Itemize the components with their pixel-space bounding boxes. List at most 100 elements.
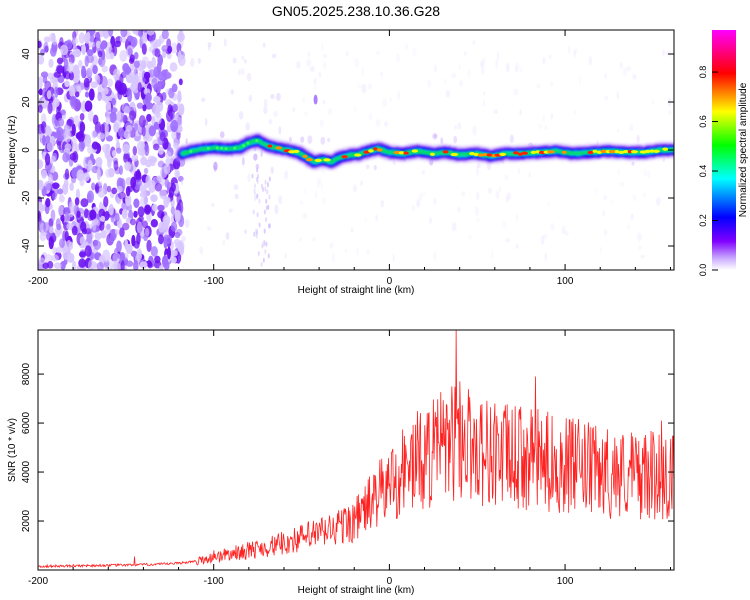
noise-blob [540, 234, 545, 245]
noise-blob [113, 160, 119, 171]
noise-blob [100, 123, 106, 135]
noise-blob [136, 168, 141, 181]
noise-blob [38, 159, 44, 170]
noise-blob [472, 125, 477, 136]
snr-y-label: SNR (10 * v/v) [7, 418, 18, 482]
noise-blob [137, 147, 146, 156]
noise-blob [322, 197, 326, 204]
noise-blob [87, 259, 95, 270]
noise-blob [161, 255, 169, 268]
ridge-hotspot [275, 146, 283, 150]
noise-blob [302, 212, 307, 220]
noise-blob [629, 123, 634, 132]
noise-blob [263, 228, 266, 234]
noise-blob [95, 74, 101, 86]
noise-blob [45, 128, 53, 136]
noise-blob [273, 110, 278, 118]
noise-blob [151, 104, 160, 116]
noise-blob [631, 161, 635, 166]
noise-blob [48, 173, 53, 184]
noise-blob [498, 186, 501, 193]
noise-blob [55, 246, 63, 254]
noise-blob [616, 90, 619, 100]
noise-blob [481, 57, 486, 66]
noise-blob [421, 191, 426, 197]
noise-blob [254, 183, 257, 189]
noise-blob [327, 108, 333, 115]
noise-blob [375, 214, 378, 222]
noise-blob [57, 118, 65, 127]
noise-blob [159, 131, 166, 142]
snr-plot-area [38, 330, 674, 569]
noise-blob [265, 241, 268, 247]
noise-blob [267, 204, 270, 210]
noise-blob [323, 53, 327, 59]
ridge-hotspot [373, 147, 378, 151]
noise-blob [81, 65, 87, 79]
noise-blob [228, 208, 233, 213]
noise-blob [123, 105, 130, 115]
noise-blob [361, 66, 365, 76]
noise-blob [345, 50, 349, 57]
noise-blob [284, 252, 287, 259]
noise-blob [56, 126, 64, 136]
noise-blob [375, 118, 381, 127]
noise-blob [588, 56, 593, 66]
noise-blob [91, 182, 96, 191]
noise-blob [47, 101, 53, 115]
noise-blob [82, 172, 90, 182]
noise-blob [595, 187, 598, 195]
noise-blob [457, 122, 462, 130]
noise-blob [83, 208, 89, 219]
noise-blob [146, 113, 152, 122]
noise-blob [241, 55, 244, 60]
ridge-hotspot [206, 146, 210, 150]
noise-blob [145, 92, 151, 106]
noise-blob [101, 65, 108, 73]
noise-blob [375, 50, 381, 56]
noise-blob [95, 40, 101, 49]
noise-blob [309, 66, 315, 72]
noise-blob [68, 71, 75, 81]
noise-blob [170, 206, 176, 215]
noise-blob [263, 98, 268, 109]
noise-blob [57, 204, 65, 216]
noise-blob [360, 180, 363, 187]
noise-blob [487, 187, 493, 194]
noise-blob [64, 124, 71, 138]
noise-blob [79, 179, 85, 187]
noise-blob [262, 257, 265, 263]
noise-blob [150, 246, 158, 257]
noise-blob [48, 226, 54, 234]
noise-blob [266, 189, 269, 195]
noise-blob [548, 54, 552, 60]
noise-blob [181, 235, 186, 242]
noise-blob [304, 187, 307, 195]
noise-blob [165, 150, 172, 159]
noise-blob [116, 185, 123, 193]
noise-blob [149, 68, 155, 78]
noise-blob [307, 135, 313, 144]
noise-blob [100, 229, 107, 239]
noise-blob [116, 147, 122, 154]
noise-blob [176, 42, 182, 53]
ridge-hotspot [233, 146, 237, 150]
ridge-hotspot [305, 158, 314, 162]
noise-blob [561, 225, 566, 235]
noise-blob [50, 209, 56, 222]
noise-blob [104, 123, 109, 135]
noise-blob [412, 47, 417, 58]
noise-blob [87, 159, 93, 171]
noise-blob [255, 233, 258, 239]
spectrogram-ridge [174, 132, 674, 171]
noise-blob [453, 135, 458, 144]
noise-blob [131, 234, 136, 247]
noise-blob [356, 247, 359, 256]
noise-blob [313, 94, 318, 105]
noise-blob [266, 182, 269, 188]
noise-blob [515, 243, 519, 249]
noise-blob [256, 167, 259, 173]
noise-blob [205, 117, 208, 127]
noise-blob [93, 239, 101, 250]
noise-blob [154, 48, 161, 58]
